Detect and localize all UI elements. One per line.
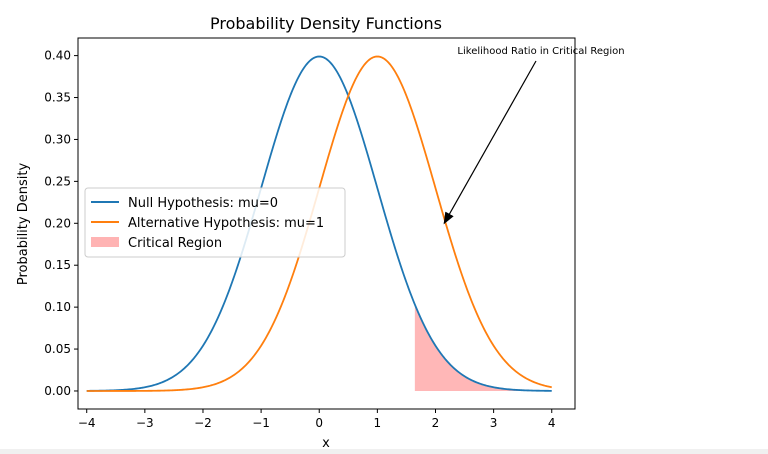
x-tick-label: −2: [194, 416, 212, 430]
y-axis-label: Probability Density: [16, 163, 31, 286]
y-axis: 0.00 0.05 0.10 0.15 0.20 0.25 0.30 0.35 0.40: [44, 49, 78, 398]
bottom-strip: [0, 449, 768, 454]
x-tick-label: 1: [374, 416, 382, 430]
y-tick-label: 0.05: [44, 342, 71, 356]
annotation: Likelihood Ratio in Critical Region: [443, 46, 625, 225]
legend-label-critical: Critical Region: [128, 236, 222, 251]
legend-swatch-critical: [91, 237, 119, 247]
x-tick-label: 0: [315, 416, 323, 430]
legend-label-alt: Alternative Hypothesis: mu=1: [128, 216, 324, 231]
y-tick-label: 0.10: [44, 300, 71, 314]
annotation-text: Likelihood Ratio in Critical Region: [457, 46, 624, 57]
x-tick-label: −3: [136, 416, 154, 430]
critical-region-area: [414, 304, 552, 391]
legend-label-null: Null Hypothesis: mu=0: [128, 196, 278, 211]
critical-region-fill: [414, 304, 552, 391]
series-line-null: [86, 55, 552, 392]
x-tick-label: 3: [490, 416, 498, 430]
x-axis-label: x: [322, 436, 330, 451]
legend-box: [84, 187, 346, 258]
x-tick-label: 4: [548, 416, 556, 430]
y-tick-label: 0.35: [44, 91, 71, 105]
x-axis: −4 −3 −2 −1 0 1 2 3 4: [78, 409, 556, 430]
legend: Null Hypothesis: mu=0 Alternative Hypoth…: [84, 187, 346, 258]
y-tick-label: 0.00: [44, 384, 71, 398]
x-tick-label: 2: [432, 416, 440, 430]
y-tick-label: 0.30: [44, 132, 71, 146]
y-tick-label: 0.40: [44, 49, 71, 63]
y-tick-label: 0.25: [44, 174, 71, 188]
x-tick-label: −1: [252, 416, 270, 430]
x-tick-label: −4: [78, 416, 96, 430]
chart-title: Probability Density Functions: [210, 14, 442, 33]
annotation-arrow: [443, 60, 537, 225]
y-tick-label: 0.20: [44, 216, 71, 230]
y-tick-label: 0.15: [44, 258, 71, 272]
